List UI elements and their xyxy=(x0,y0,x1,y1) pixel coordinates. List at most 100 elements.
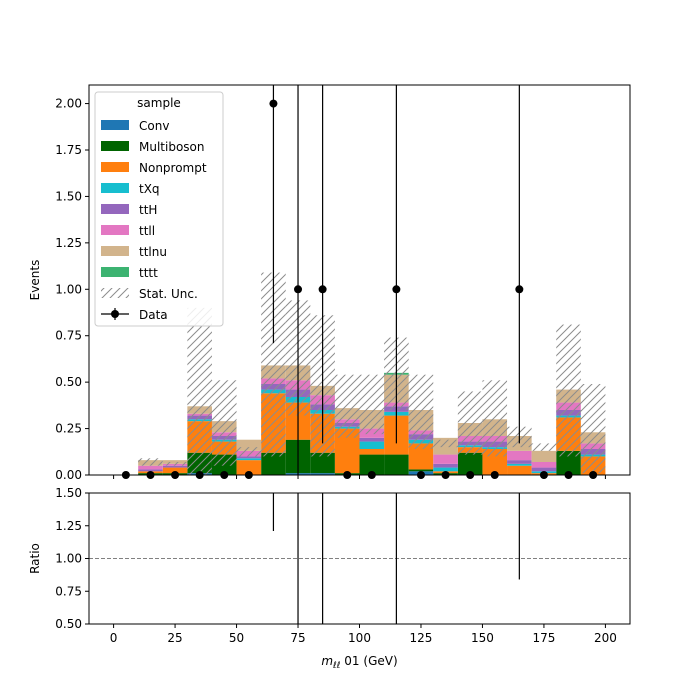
bar-nonprompt xyxy=(236,460,262,475)
bar-txq xyxy=(433,467,458,472)
stat-unc-band xyxy=(187,307,212,475)
x-label-subscript: ℓℓ xyxy=(332,661,340,671)
x-tick-label: 75 xyxy=(290,631,305,645)
main-y-axis: 0.00 0.25 0.50 0.75 1.00 1.25 1.50 1.75 2.00 xyxy=(55,97,89,482)
x-tick-label: 100 xyxy=(348,631,371,645)
ratio-y-tick-label: 0.50 xyxy=(55,617,82,631)
bar-ttlnu xyxy=(236,439,262,451)
ratio-y-tick-label: 1.25 xyxy=(55,519,82,533)
x-tick-label: 25 xyxy=(167,631,182,645)
x-label-suffix: 01 (GeV) xyxy=(340,654,397,668)
bar-ttlnu xyxy=(531,450,557,462)
main-panel: 0.00 0.25 0.50 0.75 1.00 1.25 1.50 1.75 2.00 Eve… xyxy=(28,84,631,482)
x-axis-label: mℓℓ 01 (GeV) xyxy=(321,654,397,671)
legend: sample Conv Multiboson Nonprompt tXq ttH ttll t… xyxy=(94,91,224,327)
y-tick-label: 0.25 xyxy=(55,422,82,436)
stat-unc-band xyxy=(408,374,434,449)
stat-unc-band xyxy=(211,380,237,466)
stat-unc-band xyxy=(236,447,262,457)
stat-unc-band xyxy=(433,439,458,448)
ratio-y-axis-label: Ratio xyxy=(28,543,42,574)
stat-unc-band xyxy=(580,384,606,474)
legend-label-multiboson: Multiboson xyxy=(139,140,205,154)
legend-label-stat-unc: Stat. Unc. xyxy=(139,287,198,301)
data-point xyxy=(515,285,524,294)
stat-unc-band xyxy=(482,380,508,457)
bar-tth xyxy=(162,465,188,468)
legend-title: sample xyxy=(137,96,181,110)
legend-swatch-tth xyxy=(101,204,129,214)
bar-nonprompt xyxy=(507,465,532,475)
ratio-error-bars xyxy=(272,493,520,624)
stat-unc-band xyxy=(138,458,163,466)
bar-tth xyxy=(531,467,557,472)
bar-multiboson xyxy=(359,454,385,475)
data-point xyxy=(392,285,401,294)
bar-nonprompt xyxy=(359,449,385,455)
bar-txq xyxy=(236,458,262,461)
bar-tth xyxy=(236,456,262,459)
y-tick-label: 1.25 xyxy=(55,236,82,250)
bar-ttll xyxy=(507,450,532,461)
bar-multiboson xyxy=(384,454,409,475)
y-tick-label: 1.00 xyxy=(55,282,82,296)
stat-unc-band xyxy=(556,324,581,457)
legend-swatch-conv xyxy=(101,120,129,130)
bar-multiboson xyxy=(457,452,483,475)
stat-unc-band xyxy=(457,391,483,455)
x-tick-label: 0 xyxy=(110,631,118,645)
legend-label-nonprompt: Nonprompt xyxy=(139,161,207,175)
bar-txq xyxy=(507,463,532,466)
legend-label-tttt: tttt xyxy=(139,266,158,280)
bar-multiboson xyxy=(408,469,434,472)
data-point xyxy=(294,285,303,294)
legend-swatch-stat-unc xyxy=(101,288,129,298)
y-tick-label: 0.00 xyxy=(55,468,82,482)
legend-label-data: Data xyxy=(139,308,168,322)
main-x-ticks xyxy=(113,475,606,479)
legend-swatch-tttt xyxy=(101,267,129,277)
legend-label-txq: tXq xyxy=(139,182,160,196)
legend-swatch-ttlnu xyxy=(101,246,129,256)
stat-unc-band xyxy=(359,374,385,435)
ratio-y-tick-label: 1.00 xyxy=(55,552,82,566)
bar-txq xyxy=(359,441,385,449)
stat-unc-band xyxy=(334,374,360,438)
legend-swatch-multiboson xyxy=(101,141,129,151)
y-tick-label: 0.75 xyxy=(55,329,82,343)
x-tick-label: 50 xyxy=(229,631,244,645)
ratio-y-tick-label: 0.75 xyxy=(55,584,82,598)
x-tick-label: 175 xyxy=(532,631,555,645)
legend-label-ttll: ttll xyxy=(139,224,155,238)
bar-ttll xyxy=(433,454,458,464)
x-tick-label: 125 xyxy=(410,631,433,645)
data-point xyxy=(269,99,278,108)
data-points xyxy=(121,85,598,479)
legend-label-conv: Conv xyxy=(139,119,169,133)
y-tick-label: 2.00 xyxy=(55,97,82,111)
y-tick-label: 1.75 xyxy=(55,143,82,157)
ratio-x-axis: 0 25 50 75 100 125 150 175 200 xyxy=(110,624,617,645)
legend-label-tth: ttH xyxy=(139,203,157,217)
stat-unc-band xyxy=(531,443,557,451)
bar-conv xyxy=(310,473,335,475)
bar-tth xyxy=(138,469,163,472)
ratio-y-tick-label: 1.50 xyxy=(55,486,82,500)
legend-label-ttlnu: ttlnu xyxy=(139,245,167,259)
bar-nonprompt xyxy=(162,467,188,474)
y-tick-label: 0.50 xyxy=(55,375,82,389)
x-label-symbol: m xyxy=(321,654,333,668)
legend-swatch-ttll xyxy=(101,225,129,235)
bar-multiboson xyxy=(310,452,335,474)
main-y-axis-label: Events xyxy=(28,260,42,301)
bar-ttll xyxy=(138,465,163,470)
stat-uncertainty-bands xyxy=(138,272,606,475)
ratio-panel: 0.50 0.75 1.00 1.25 1.50 0 25 50 75 100 125 150 175… xyxy=(28,486,631,671)
data-point xyxy=(318,285,327,294)
legend-data-marker xyxy=(111,310,119,318)
legend-swatch-txq xyxy=(101,183,129,193)
bar-tth xyxy=(507,460,532,464)
x-tick-label: 200 xyxy=(594,631,617,645)
bar-multiboson xyxy=(261,452,286,475)
